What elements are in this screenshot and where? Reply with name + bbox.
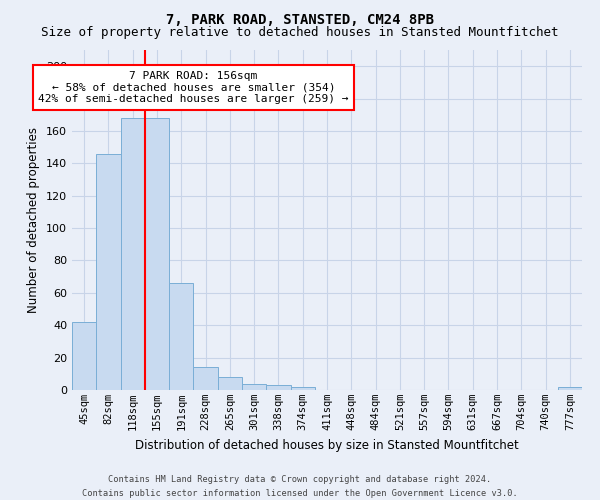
Y-axis label: Number of detached properties: Number of detached properties [28, 127, 40, 313]
Text: 7 PARK ROAD: 156sqm
← 58% of detached houses are smaller (354)
42% of semi-detac: 7 PARK ROAD: 156sqm ← 58% of detached ho… [38, 71, 349, 104]
Bar [266, 385, 290, 390]
Bar [242, 384, 266, 390]
Bar [72, 322, 96, 390]
Bar [121, 118, 145, 390]
Text: Size of property relative to detached houses in Stansted Mountfitchet: Size of property relative to detached ho… [41, 26, 559, 39]
X-axis label: Distribution of detached houses by size in Stansted Mountfitchet: Distribution of detached houses by size … [135, 438, 519, 452]
Bar [290, 387, 315, 390]
Bar [558, 387, 582, 390]
Text: Contains HM Land Registry data © Crown copyright and database right 2024.
Contai: Contains HM Land Registry data © Crown c… [82, 476, 518, 498]
Bar [218, 377, 242, 390]
Bar [145, 118, 169, 390]
Text: 7, PARK ROAD, STANSTED, CM24 8PB: 7, PARK ROAD, STANSTED, CM24 8PB [166, 12, 434, 26]
Bar [96, 154, 121, 390]
Bar [169, 283, 193, 390]
Bar [193, 368, 218, 390]
